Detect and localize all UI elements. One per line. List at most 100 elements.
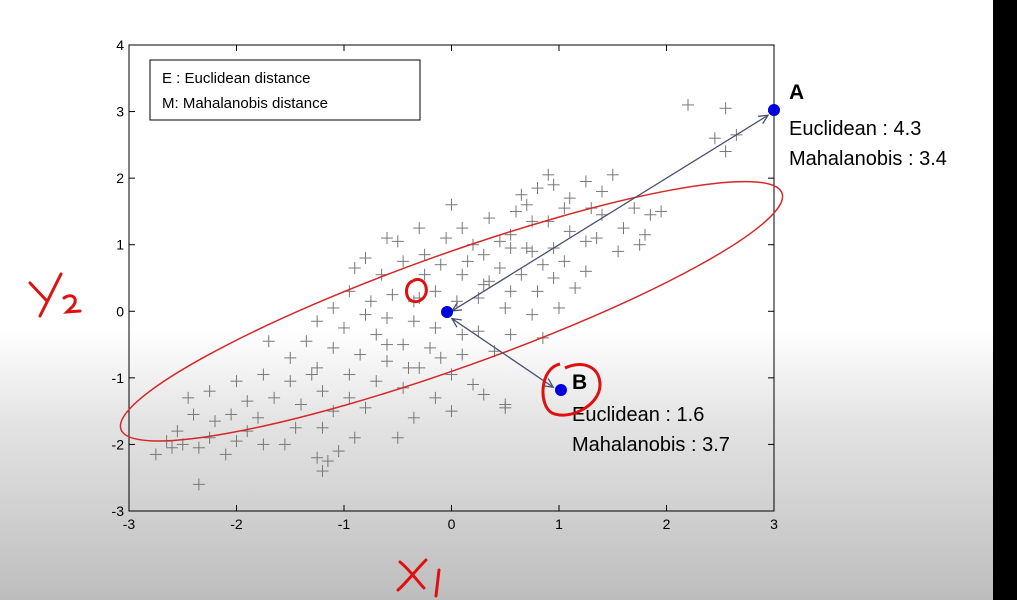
scatter-point	[381, 232, 393, 245]
scatter-point	[295, 398, 307, 411]
scatter-point	[348, 262, 361, 275]
center-point	[441, 306, 453, 318]
x-tick-label: -3	[123, 516, 136, 532]
scatter-point	[719, 102, 732, 115]
arrow-head	[543, 378, 555, 389]
y-tick-label: 3	[116, 104, 124, 120]
scatter-point	[434, 351, 447, 364]
scatter-point	[252, 411, 264, 424]
scatter-point	[633, 238, 646, 251]
x-tick-label: -1	[338, 516, 351, 532]
y-tick-label: 1	[116, 237, 124, 253]
scatter-point	[547, 272, 560, 284]
scatter-point	[413, 361, 426, 374]
scatter-point	[445, 368, 458, 381]
scatter-point	[149, 448, 162, 461]
scatter-point	[579, 175, 592, 188]
scatter-point	[429, 285, 442, 298]
scatter-point	[402, 361, 415, 374]
distance-arrows	[450, 114, 770, 389]
scatter-point	[569, 281, 582, 294]
legend-entry-mahalanobis: M: Mahalanobis distance	[162, 95, 328, 112]
scatter-point	[386, 288, 399, 301]
scatter-point	[579, 235, 592, 248]
scatter-point	[381, 338, 393, 351]
scatter-point	[209, 415, 221, 428]
scatter-point	[617, 222, 630, 235]
scatter-point	[483, 212, 496, 225]
scatter-point	[381, 311, 393, 324]
scatter-point	[456, 348, 469, 361]
scatter-point	[332, 445, 345, 458]
scatter-point	[316, 421, 329, 434]
y-tick-label: 2	[116, 170, 124, 186]
scatter-point	[413, 222, 426, 235]
scatter-point	[445, 198, 458, 211]
scatter-point	[429, 391, 442, 404]
scatter-point	[542, 168, 555, 181]
scatter-point	[359, 252, 372, 265]
scatter-point	[424, 341, 436, 354]
scatter-point	[257, 438, 270, 451]
scatter-point	[407, 411, 420, 424]
scatter-point	[719, 145, 732, 158]
point-a	[768, 104, 780, 116]
scatter-point	[225, 408, 238, 421]
scatter-point	[493, 262, 506, 275]
handwritten-y2-annotation: Y2	[28, 272, 82, 318]
scatter-point	[644, 208, 657, 221]
scatter-point	[477, 388, 490, 401]
scatter-point	[456, 328, 469, 341]
scatter-point	[467, 378, 479, 391]
scatter-point	[192, 441, 205, 454]
scatter-point	[520, 242, 533, 255]
scatter-point	[219, 448, 232, 461]
scatter-point	[445, 405, 458, 418]
scatter-point	[655, 205, 668, 218]
point-b-mahalanobis: Mahalanobis : 3.7	[572, 434, 730, 456]
scatter-point	[526, 245, 539, 258]
scatter-point	[391, 431, 404, 444]
scatter-point	[370, 328, 383, 341]
point-a-euclidean: Euclidean : 4.3	[789, 118, 921, 140]
y-axis-ticks: -3 -2 -1 0 1 2 3 4	[112, 37, 774, 519]
scatter-point	[343, 391, 356, 404]
scatter-point	[230, 375, 243, 388]
scatter-point	[596, 185, 608, 198]
scatter-point	[203, 431, 216, 444]
scatter-point	[477, 278, 490, 291]
legend-entry-euclidean: E : Euclidean distance	[162, 70, 310, 87]
scatter-point	[708, 132, 721, 145]
scatter-point	[510, 205, 522, 218]
scatter-point	[187, 408, 200, 421]
handwritten-x1-annotation: X1	[396, 558, 441, 598]
scatter-point	[268, 391, 281, 404]
scatter-point	[499, 301, 512, 314]
scatter-point	[558, 255, 571, 268]
scatter-point	[359, 401, 372, 414]
scatter-point	[316, 465, 329, 478]
scatter-point	[639, 228, 651, 241]
y-tick-label: -1	[112, 370, 125, 386]
y-tick-label: -2	[112, 436, 125, 452]
scatter-point	[547, 178, 560, 191]
scatter-point	[343, 368, 356, 381]
scatter-point	[203, 385, 216, 398]
scatter-point	[606, 168, 619, 181]
scatter-point	[305, 368, 318, 381]
scatter-point	[456, 268, 469, 281]
x-tick-label: 3	[770, 516, 778, 532]
scatter-point	[504, 328, 517, 341]
scatter-point	[520, 198, 533, 211]
scatter-point	[493, 235, 506, 248]
scatter-point	[477, 248, 490, 261]
scatter-point	[418, 248, 431, 261]
x-tick-label: 2	[663, 516, 671, 532]
arrow-head	[450, 317, 462, 328]
x-axis-ticks: -3 -2 -1 0 1 2 3	[123, 45, 778, 532]
scatter-point	[526, 308, 539, 321]
scatter-point	[682, 98, 694, 111]
scatter-point	[418, 268, 431, 281]
y-tick-label: -3	[112, 503, 125, 519]
scatter-point	[612, 245, 625, 258]
